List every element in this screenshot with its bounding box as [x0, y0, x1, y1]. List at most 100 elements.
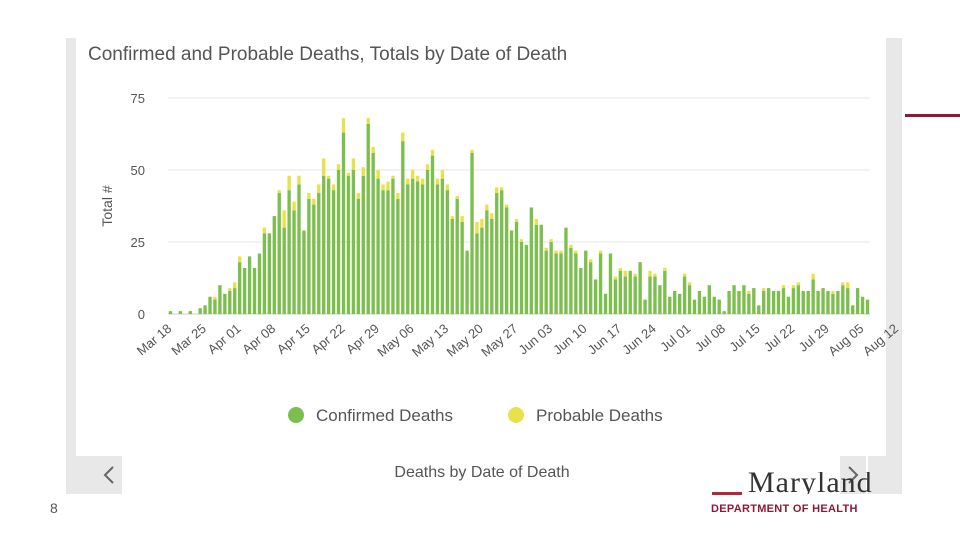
bar-probable[interactable] [341, 118, 346, 133]
bar-probable[interactable] [653, 273, 657, 277]
bar-probable[interactable] [361, 167, 365, 176]
bar-confirmed[interactable] [633, 276, 637, 314]
bar-probable[interactable] [554, 250, 558, 254]
bar-probable[interactable] [371, 146, 375, 153]
bar-confirmed[interactable] [539, 224, 543, 314]
bar-confirmed[interactable] [490, 218, 494, 314]
bar-probable[interactable] [331, 184, 336, 191]
bar-confirmed[interactable] [757, 305, 761, 314]
bar-confirmed[interactable] [208, 296, 212, 314]
bar-confirmed[interactable] [855, 288, 860, 314]
bar-confirmed[interactable] [435, 184, 440, 314]
bar-probable[interactable] [317, 184, 321, 194]
bar-confirmed[interactable] [485, 210, 489, 314]
bar-confirmed[interactable] [584, 250, 588, 314]
bar-probable[interactable] [450, 216, 454, 219]
bar-confirmed[interactable] [687, 285, 692, 314]
bar-confirmed[interactable] [569, 247, 573, 314]
bar-confirmed[interactable] [598, 253, 603, 314]
bar-confirmed[interactable] [322, 175, 326, 314]
bar-confirmed[interactable] [549, 242, 553, 314]
bar-confirmed[interactable] [752, 288, 756, 314]
bar-confirmed[interactable] [282, 227, 286, 314]
bar-probable[interactable] [781, 285, 786, 289]
bar-confirmed[interactable] [697, 290, 702, 314]
bar-confirmed[interactable] [178, 311, 183, 314]
bar-confirmed[interactable] [346, 175, 351, 314]
bar-confirmed[interactable] [307, 198, 311, 314]
bar-probable[interactable] [633, 273, 637, 277]
bar-probable[interactable] [391, 175, 395, 179]
bar-probable[interactable] [396, 193, 400, 199]
bar-confirmed[interactable] [495, 193, 499, 314]
bar-probable[interactable] [831, 290, 835, 294]
bar-probable[interactable] [589, 259, 593, 263]
bar-confirmed[interactable] [860, 296, 865, 314]
bar-confirmed[interactable] [816, 290, 820, 314]
bar-confirmed[interactable] [638, 262, 642, 314]
bar-confirmed[interactable] [312, 204, 316, 314]
bar-probable[interactable] [613, 276, 618, 280]
prev-chart-button[interactable] [96, 456, 122, 494]
bar-confirmed[interactable] [831, 293, 835, 314]
bar-confirmed[interactable] [865, 299, 870, 314]
bar-probable[interactable] [228, 288, 232, 291]
bar-confirmed[interactable] [658, 285, 662, 314]
bar-probable[interactable] [277, 190, 281, 194]
bar-probable[interactable] [366, 118, 370, 124]
bar-probable[interactable] [490, 213, 494, 219]
bar-confirmed[interactable] [272, 216, 276, 314]
bar-confirmed[interactable] [460, 221, 464, 314]
bar-probable[interactable] [425, 164, 430, 170]
bar-probable[interactable] [495, 187, 499, 194]
bar-confirmed[interactable] [653, 276, 657, 314]
bar-confirmed[interactable] [648, 276, 652, 314]
bar-probable[interactable] [504, 204, 509, 208]
bar-confirmed[interactable] [579, 267, 583, 314]
bar-probable[interactable] [470, 149, 474, 153]
bar-probable[interactable] [430, 149, 435, 156]
bar-probable[interactable] [574, 250, 578, 254]
bar-confirmed[interactable] [341, 132, 346, 314]
bar-confirmed[interactable] [504, 207, 509, 314]
bar-confirmed[interactable] [846, 288, 850, 314]
bar-confirmed[interactable] [361, 175, 365, 314]
bar-confirmed[interactable] [707, 285, 712, 314]
bar-confirmed[interactable] [356, 198, 361, 314]
bar-confirmed[interactable] [480, 227, 484, 314]
bar-probable[interactable] [687, 282, 692, 286]
bar-confirmed[interactable] [267, 233, 272, 314]
bar-confirmed[interactable] [692, 299, 697, 314]
bar-confirmed[interactable] [500, 190, 504, 314]
bar-confirmed[interactable] [391, 178, 395, 314]
bar-confirmed[interactable] [727, 290, 731, 314]
bar-confirmed[interactable] [317, 193, 321, 314]
bar-probable[interactable] [282, 210, 286, 228]
bar-confirmed[interactable] [589, 262, 593, 314]
bar-confirmed[interactable] [544, 250, 548, 314]
bar-confirmed[interactable] [470, 152, 474, 314]
legend-item[interactable]: Probable Deaths [508, 406, 663, 425]
bar-confirmed[interactable] [593, 279, 598, 314]
bar-confirmed[interactable] [851, 305, 855, 314]
bar-confirmed[interactable] [841, 285, 845, 314]
bar-probable[interactable] [326, 175, 331, 179]
bar-confirmed[interactable] [440, 178, 445, 314]
bar-confirmed[interactable] [252, 267, 257, 314]
bar-confirmed[interactable] [228, 290, 232, 314]
bar-confirmed[interactable] [747, 293, 751, 314]
bar-confirmed[interactable] [771, 290, 776, 314]
bar-probable[interactable] [356, 193, 361, 199]
bar-confirmed[interactable] [302, 230, 306, 314]
bar-probable[interactable] [381, 184, 385, 191]
bar-confirmed[interactable] [826, 290, 830, 314]
bar-probable[interactable] [569, 244, 573, 248]
bar-confirmed[interactable] [663, 270, 667, 314]
bar-confirmed[interactable] [455, 198, 459, 314]
bar-confirmed[interactable] [292, 210, 296, 314]
bar-probable[interactable] [307, 193, 311, 199]
bar-confirmed[interactable] [811, 279, 815, 314]
bar-confirmed[interactable] [742, 285, 746, 314]
bar-confirmed[interactable] [406, 184, 410, 314]
bar-confirmed[interactable] [188, 311, 192, 314]
